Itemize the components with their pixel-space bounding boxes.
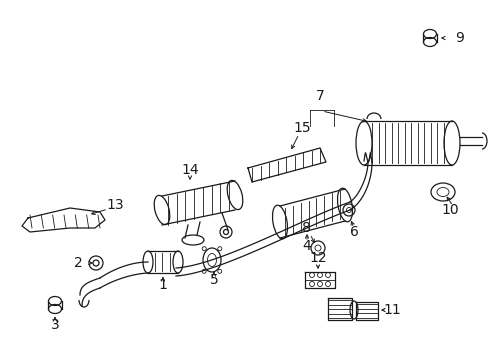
Text: 6: 6: [349, 225, 358, 239]
Text: 7: 7: [315, 89, 324, 103]
Text: 12: 12: [308, 251, 326, 265]
Text: 9: 9: [455, 31, 464, 45]
Text: 15: 15: [293, 121, 310, 135]
Text: 14: 14: [181, 163, 199, 177]
Text: 1: 1: [158, 278, 167, 292]
Text: 4: 4: [302, 239, 311, 253]
Text: 3: 3: [51, 318, 59, 332]
Text: 11: 11: [382, 303, 400, 317]
Text: 2: 2: [74, 256, 82, 270]
Text: 5: 5: [209, 273, 218, 287]
Text: 13: 13: [106, 198, 123, 212]
Text: 10: 10: [440, 203, 458, 217]
Text: 8: 8: [301, 221, 310, 235]
